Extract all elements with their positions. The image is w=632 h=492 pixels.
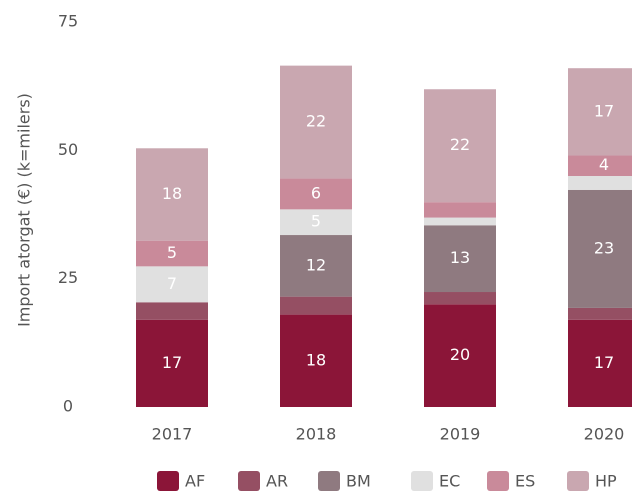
data-label: 5 [167, 243, 177, 262]
x-tick-label: 2020 [584, 425, 625, 444]
y-axis-label: Import atorgat (€) (k=milers) [15, 93, 34, 327]
bar-segment [568, 155, 632, 176]
bar-segment [136, 148, 208, 241]
data-label: 22 [450, 135, 470, 154]
legend-swatch [238, 471, 260, 491]
data-label: 23 [594, 238, 614, 257]
x-tick-label: 2018 [296, 425, 337, 444]
bar-segment [568, 189, 632, 308]
bar-segment [424, 202, 496, 218]
legend-label: AR [266, 472, 288, 491]
bar-segment [136, 266, 208, 303]
bar-segment [568, 319, 632, 407]
data-label: 13 [450, 248, 470, 267]
x-tick-label: 2019 [440, 425, 481, 444]
y-tick-label: 0 [63, 397, 73, 416]
legend-swatch [157, 471, 179, 491]
data-label: 17 [594, 101, 614, 120]
bar-segment [280, 209, 352, 236]
data-label: 18 [162, 184, 182, 203]
bar-segment [280, 314, 352, 407]
bar-segment [424, 304, 496, 407]
x-tick-label: 2017 [152, 425, 193, 444]
bar-segment [424, 292, 496, 305]
bar-segment [280, 65, 352, 179]
legend-label: AF [185, 472, 205, 491]
data-label: 5 [311, 212, 321, 231]
bar-segment [280, 235, 352, 297]
data-label: 17 [162, 353, 182, 372]
data-label: 6 [311, 183, 321, 202]
bar-segment [568, 68, 632, 156]
data-label: 22 [306, 112, 326, 131]
bar-segment [280, 178, 352, 210]
data-label: 17 [594, 353, 614, 372]
y-tick-label: 50 [58, 140, 78, 159]
y-tick-label: 75 [58, 12, 78, 31]
bar-segment [136, 240, 208, 267]
bar-segment [424, 225, 496, 293]
data-label: 20 [450, 345, 470, 364]
data-label: 7 [167, 274, 177, 293]
legend-swatch [411, 471, 433, 491]
legend-label: ES [515, 472, 535, 491]
bar-segment [568, 176, 632, 190]
bar-segment [136, 319, 208, 407]
data-label: 12 [306, 255, 326, 274]
data-label: 18 [306, 350, 326, 369]
bar-segment [280, 296, 352, 315]
y-tick-label: 25 [58, 268, 78, 287]
bar-segment [424, 217, 496, 226]
legend-swatch [487, 471, 509, 491]
legend-label: EC [439, 472, 460, 491]
legend-swatch [567, 471, 589, 491]
bar-segment [568, 307, 632, 320]
legend-label: BM [346, 472, 371, 491]
legend-swatch [318, 471, 340, 491]
legend-label: HP [595, 472, 617, 491]
bar-segment [424, 89, 496, 203]
data-label: 4 [599, 155, 609, 174]
bar-segment [136, 302, 208, 320]
